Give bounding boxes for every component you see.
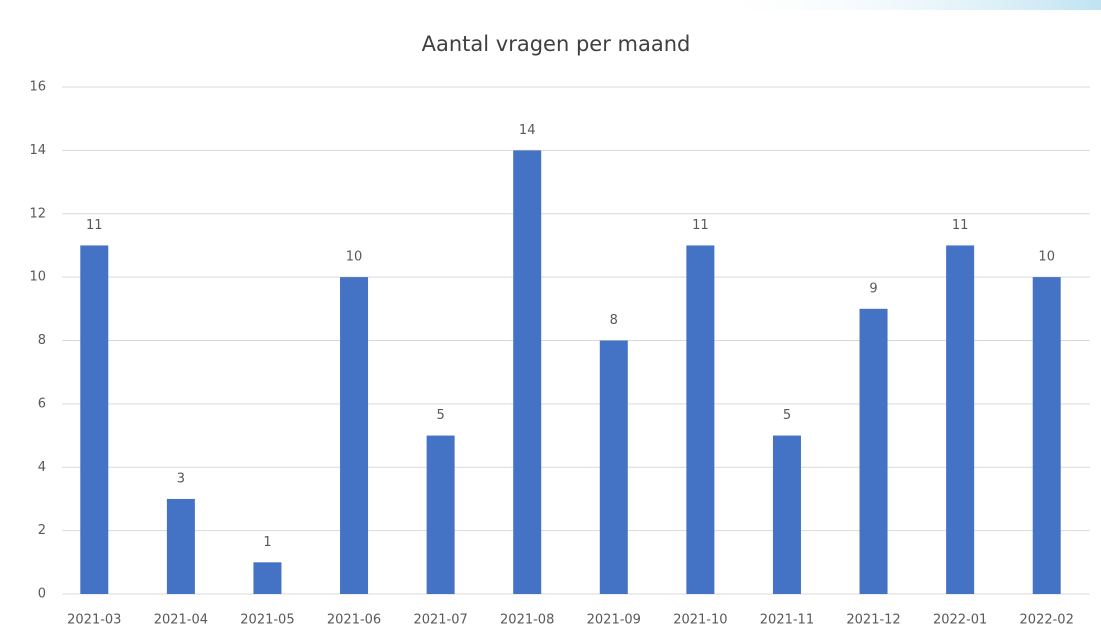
bar — [599, 340, 628, 594]
data-label: 11 — [952, 218, 969, 233]
data-label: 11 — [692, 218, 709, 233]
data-label: 10 — [1038, 250, 1055, 265]
chart-title: Aantal vragen per maand — [422, 32, 691, 56]
x-tick-label: 2021-10 — [673, 613, 727, 628]
x-tick-label: 2021-09 — [587, 613, 641, 628]
x-tick-label: 2021-04 — [154, 613, 208, 628]
x-tick-label: 2021-11 — [760, 613, 814, 628]
data-label: 5 — [783, 408, 791, 423]
data-label: 14 — [519, 123, 536, 138]
x-tick-label: 2021-08 — [500, 613, 554, 628]
data-label: 1 — [263, 535, 271, 550]
y-tick-label: 4 — [38, 460, 46, 475]
x-tick-label: 2022-01 — [933, 613, 987, 628]
bar — [859, 308, 888, 594]
data-label: 10 — [346, 250, 363, 265]
bar — [80, 245, 109, 594]
y-tick-label: 2 — [38, 523, 46, 538]
data-label: 11 — [86, 218, 103, 233]
data-label: 9 — [869, 281, 877, 296]
y-tick-label: 16 — [29, 80, 46, 95]
y-tick-label: 8 — [38, 333, 46, 348]
bar — [426, 435, 455, 594]
bar — [166, 498, 195, 594]
y-tick-label: 10 — [29, 270, 46, 285]
bar — [513, 150, 542, 594]
y-tick-label: 14 — [29, 143, 46, 158]
data-label: 8 — [610, 313, 618, 328]
x-tick-label: 2022-02 — [1020, 613, 1074, 628]
data-label: 3 — [177, 471, 185, 486]
x-tick-label: 2021-03 — [67, 613, 121, 628]
y-tick-label: 6 — [38, 396, 46, 411]
bar — [686, 245, 715, 594]
data-label: 5 — [436, 408, 444, 423]
x-tick-label: 2021-12 — [846, 613, 900, 628]
x-tick-label: 2021-07 — [413, 613, 467, 628]
x-tick-label: 2021-06 — [327, 613, 381, 628]
y-tick-label: 12 — [29, 206, 46, 221]
y-tick-label: 0 — [38, 587, 46, 602]
bar — [772, 435, 801, 594]
bar — [340, 277, 369, 594]
bar — [946, 245, 975, 594]
decoration — [700, 0, 1101, 10]
x-tick-label: 2021-05 — [240, 613, 294, 628]
bar — [1032, 277, 1061, 594]
bar — [253, 562, 282, 594]
